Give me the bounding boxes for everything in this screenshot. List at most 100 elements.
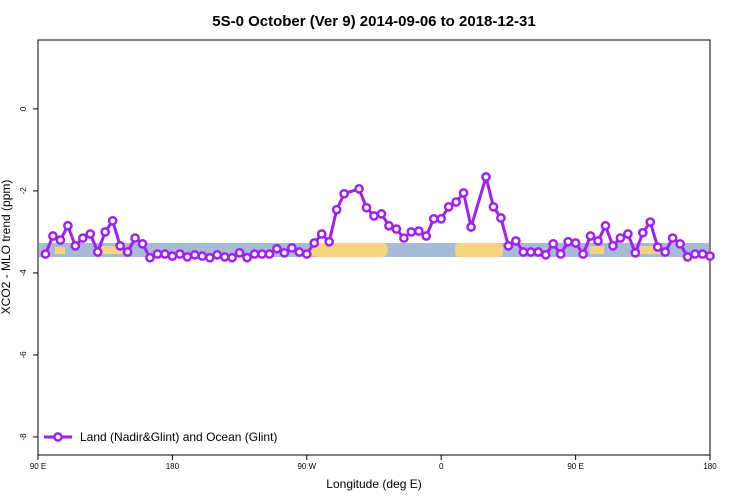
data-point — [316, 229, 327, 239]
data-point — [525, 247, 536, 257]
data-point — [70, 241, 81, 251]
data-point — [503, 241, 514, 251]
data-point — [160, 249, 170, 259]
data-point — [533, 247, 544, 257]
data-point — [100, 227, 111, 237]
data-point — [391, 224, 402, 234]
y-tick-label: -2 — [19, 187, 28, 195]
data-point — [600, 220, 611, 231]
data-point — [287, 243, 297, 253]
data-point — [77, 233, 88, 243]
data-point — [384, 220, 394, 231]
data-point — [697, 249, 708, 259]
x-axis-label: Longitude (deg E) — [326, 477, 421, 491]
data-point — [511, 236, 521, 246]
data-point — [436, 213, 447, 224]
data-point — [122, 247, 133, 257]
data-point — [331, 204, 342, 215]
data-point — [690, 249, 700, 259]
land-band — [310, 243, 388, 257]
data-point — [518, 247, 529, 257]
data-point — [443, 202, 454, 212]
data-point — [152, 249, 163, 259]
data-point — [421, 231, 432, 241]
x-tick-label: 180 — [703, 462, 717, 471]
data-point — [496, 213, 506, 223]
data-point — [55, 235, 66, 245]
data-point — [570, 238, 581, 248]
data-point — [264, 249, 275, 259]
data-point — [593, 236, 603, 246]
legend-marker — [53, 432, 63, 442]
data-point — [242, 252, 252, 263]
data-point — [212, 250, 223, 260]
data-point — [48, 231, 58, 241]
data-point — [107, 215, 118, 226]
data-point — [257, 249, 267, 259]
data-point — [667, 233, 678, 243]
data-point — [488, 202, 499, 212]
plot-frame — [37, 39, 711, 456]
data-point — [466, 222, 476, 232]
data-point — [309, 238, 320, 248]
data-point — [705, 251, 715, 261]
data-point — [660, 247, 671, 257]
land-band — [455, 243, 503, 257]
y-tick-label: -6 — [19, 351, 28, 359]
x-tick-label: 90 E — [30, 462, 46, 471]
x-tick-label: 180 — [166, 462, 180, 471]
data-point — [578, 249, 588, 259]
data-point — [204, 252, 215, 263]
data-point — [406, 227, 417, 237]
data-point — [555, 249, 566, 259]
land-band — [100, 246, 122, 254]
data-point — [354, 184, 364, 194]
data-point — [369, 211, 379, 221]
data-point — [675, 238, 685, 249]
data-point — [182, 252, 193, 262]
data-point — [413, 226, 424, 236]
data-point — [652, 242, 663, 252]
y-tick-label: -4 — [19, 269, 28, 277]
data-point — [630, 247, 641, 258]
data-point — [294, 247, 305, 257]
data-point — [115, 241, 125, 251]
data-point — [481, 172, 491, 182]
data-point — [219, 252, 230, 262]
land-band — [55, 247, 65, 254]
data-point — [227, 252, 237, 263]
data-point — [428, 213, 439, 224]
data-point — [63, 220, 73, 231]
data-point — [339, 188, 349, 199]
data-point — [615, 233, 626, 243]
data-point — [540, 250, 551, 260]
data-point — [608, 241, 618, 251]
data-point — [279, 247, 290, 258]
data-point — [637, 227, 648, 238]
y-tick-label: 0 — [19, 106, 28, 111]
data-point — [167, 251, 178, 261]
data-point — [175, 249, 185, 259]
data-point — [376, 209, 387, 219]
data-point — [585, 231, 596, 241]
data-point — [92, 247, 103, 257]
data-point — [130, 233, 140, 243]
data-point — [137, 238, 148, 249]
data-point — [85, 229, 96, 239]
data-point — [623, 229, 633, 239]
x-tick-label: 90 E — [567, 462, 583, 471]
data-point — [458, 188, 469, 198]
data-point — [197, 251, 208, 261]
data-point — [563, 236, 573, 247]
data-point — [234, 247, 245, 258]
data-point — [189, 250, 200, 260]
data-point — [451, 197, 461, 207]
data-point — [645, 217, 656, 227]
data-point — [361, 202, 372, 213]
land-band — [590, 246, 604, 254]
x-tick-label: 0 — [439, 462, 444, 471]
data-point — [324, 236, 335, 247]
chart-title: 5S-0 October (Ver 9) 2014-09-06 to 2018-… — [212, 13, 536, 30]
data-point — [682, 252, 693, 262]
